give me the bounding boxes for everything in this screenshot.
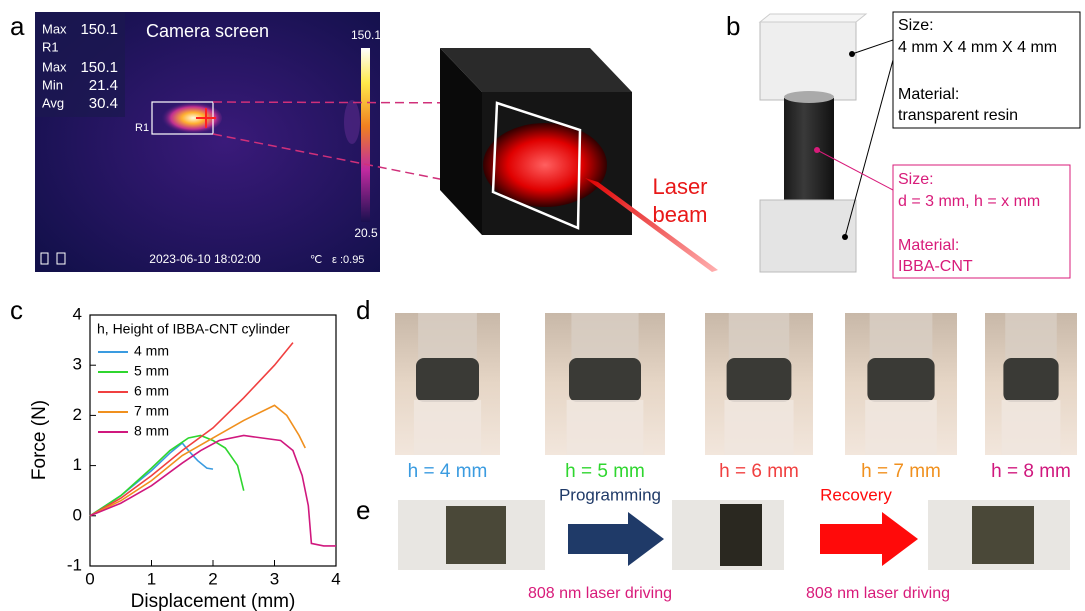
cnt-sample [416, 358, 479, 402]
y-axis-label: Force (N) [29, 400, 50, 480]
x-tick-label: 4 [331, 569, 340, 588]
upper-block [418, 313, 477, 361]
stat-value: 150.1 [80, 21, 118, 38]
x-axis-label: Displacement (mm) [131, 591, 296, 611]
panel-label: c [10, 295, 23, 325]
camera-title: Camera screen [146, 21, 269, 41]
upper-block [1005, 313, 1057, 361]
leader [852, 40, 893, 54]
step-label: Programming [559, 485, 661, 504]
lower-block [1002, 400, 1061, 455]
legend-label: 5 mm [134, 363, 169, 379]
cylinder-top [784, 91, 834, 103]
panel-label: e [356, 495, 370, 525]
spec-text: Size: [898, 17, 934, 34]
legend-label: 8 mm [134, 423, 169, 439]
scale-max: 150.1 [351, 28, 381, 42]
roi-label: R1 [135, 122, 149, 134]
photo-row: h = 4 mm h = 5 mm h = 6 mm h = 7 mm h = 8 mm [395, 313, 1077, 482]
cnt-sample [867, 358, 934, 402]
x-tick-label: 3 [270, 569, 279, 588]
camera-screen: Max 150.1 R1 Max 150.1 Min 21.4 Avg 30.4… [35, 12, 381, 272]
photo-label: h = 7 mm [861, 461, 941, 482]
resin-block-top [760, 14, 866, 22]
step-label: Recovery [820, 485, 892, 504]
panel-label: a [10, 11, 25, 41]
arrow [568, 512, 664, 566]
stat-name: Avg [42, 95, 64, 110]
spec-text: Material: [898, 237, 959, 254]
upper-block [571, 313, 638, 361]
y-tick-label: 4 [73, 304, 82, 323]
legend-label: 7 mm [134, 403, 169, 419]
y-tick-label: 3 [73, 355, 82, 374]
x-tick-label: 1 [147, 569, 156, 588]
laser-label: beam [652, 202, 707, 227]
panel-label: b [726, 11, 740, 41]
photo-label: h = 5 mm [565, 461, 645, 482]
lower-block [724, 400, 793, 455]
spec-text: d = 3 mm, h = x mm [898, 193, 1040, 210]
y-tick-label: -1 [67, 555, 82, 574]
y-tick-label: 0 [73, 505, 82, 524]
lower-block [414, 400, 481, 455]
emissivity: ε :0.95 [332, 254, 364, 266]
stat-name: Max [42, 59, 67, 74]
cnt-sample [1003, 358, 1058, 402]
upper-block [729, 313, 789, 361]
roi-name: R1 [42, 39, 59, 54]
spec-text: IBBA-CNT [898, 258, 973, 275]
stat-value: 21.4 [89, 77, 118, 94]
lower-block [865, 400, 937, 455]
upper-block [870, 313, 933, 361]
spec-text: Material: [898, 86, 959, 103]
x-tick-label: 2 [208, 569, 217, 588]
cnt-sample [972, 506, 1034, 564]
sample-box [440, 48, 718, 272]
page: body{margin:0;background:#fff;font-famil… [0, 0, 1085, 611]
legend-label: 6 mm [134, 383, 169, 399]
panel-label: d [356, 295, 370, 325]
figure: a b c d e Max 150.1 R1 Max 150.1 Min 21.… [0, 0, 1085, 611]
photo-label: h = 6 mm [719, 461, 799, 482]
legend-title: h, Height of IBBA-CNT cylinder [97, 321, 290, 337]
legend-label: 4 mm [134, 343, 169, 359]
lower-block [567, 400, 644, 455]
stat-value: 30.4 [89, 95, 118, 112]
resin-block [760, 200, 856, 272]
laser-label: Laser [652, 174, 707, 199]
stat-name: Max [42, 21, 67, 36]
spec-text: Size: [898, 171, 934, 188]
force-chart: Displacement (mm) Force (N) h, Height of… [29, 304, 341, 611]
y-tick-label: 2 [73, 405, 82, 424]
cnt-sample [727, 358, 792, 402]
driver-label: 808 nm laser driving [528, 585, 672, 602]
timestamp: 2023-06-10 18:02:00 [149, 252, 261, 266]
body: {"panel_labels":["a","b","c","d","e"], "… [0, 0, 1085, 611]
arrow [820, 512, 918, 566]
y-tick-label: 1 [73, 455, 82, 474]
x-tick-label: 0 [85, 569, 94, 588]
recovery-row: Programming Recovery 808 nm laser drivin… [398, 485, 1070, 602]
specimen-diagram: Size: 4 mm X 4 mm X 4 mm Material: trans… [760, 12, 1080, 278]
series-line [90, 343, 293, 516]
photo-label: h = 4 mm [408, 461, 488, 482]
spec-text: 4 mm X 4 mm X 4 mm [898, 39, 1057, 56]
spec-text: transparent resin [898, 107, 1018, 124]
photo-label: h = 8 mm [991, 461, 1071, 482]
unit: ℃ [310, 254, 322, 266]
color-scale [361, 48, 370, 222]
resin-block [760, 22, 856, 100]
scale-min: 20.5 [354, 226, 378, 240]
warm-spot [344, 100, 360, 144]
stat-name: Min [42, 77, 63, 92]
driver-label: 808 nm laser driving [806, 585, 950, 602]
stat-value: 150.1 [80, 59, 118, 76]
cnt-sample [720, 504, 762, 566]
cnt-sample [569, 358, 641, 402]
cnt-sample [446, 506, 506, 564]
cnt-cylinder [784, 98, 834, 206]
